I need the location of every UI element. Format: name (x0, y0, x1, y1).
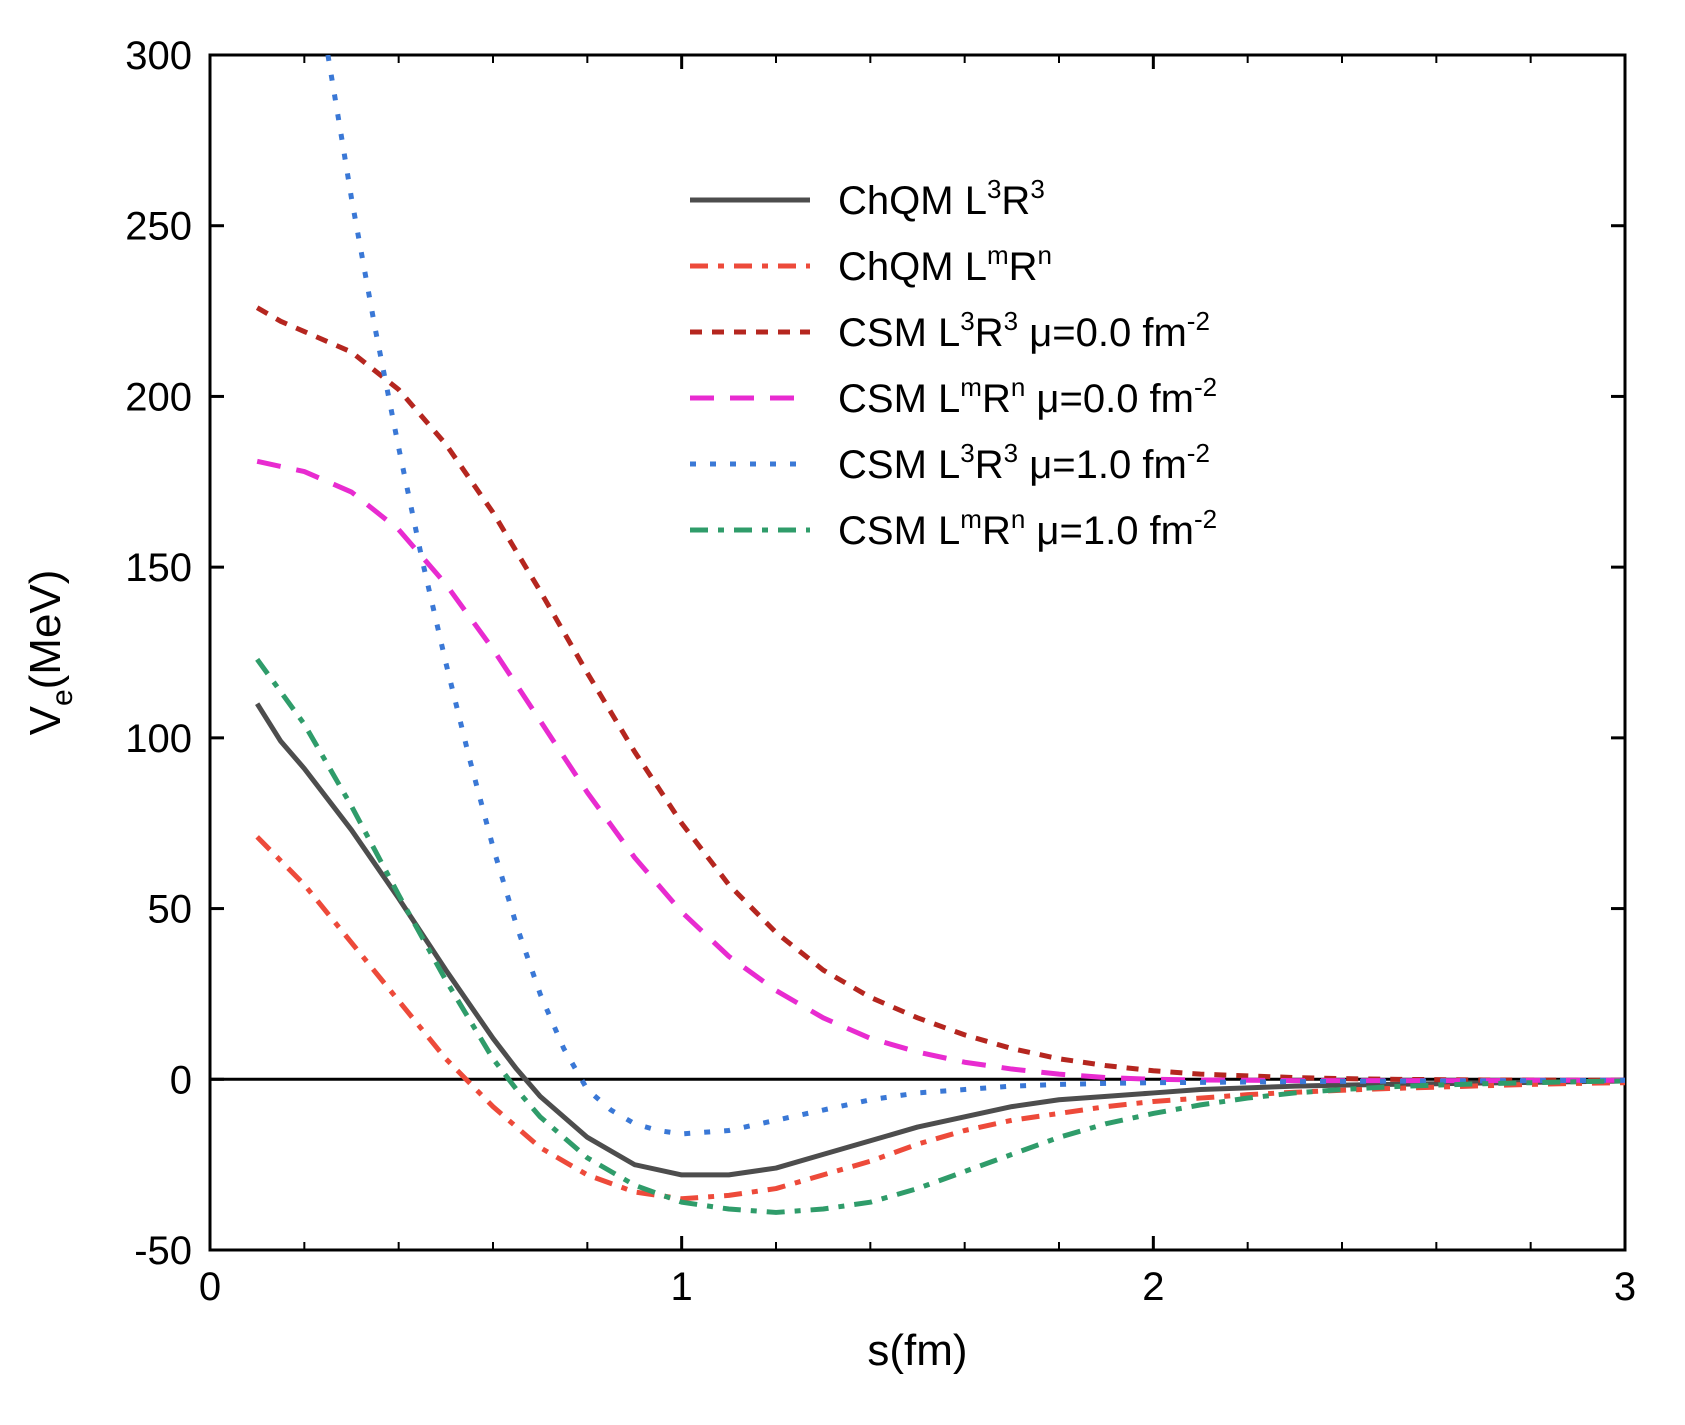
legend-label: CSM L3R3 μ=1.0 fm-2 (838, 438, 1210, 487)
y-tick-label: 300 (125, 34, 192, 78)
legend-label: ChQM LmRn (838, 240, 1052, 289)
y-tick-label: 150 (125, 546, 192, 590)
legend-label: CSM L3R3 μ=0.0 fm-2 (838, 306, 1210, 355)
x-axis-label: s(fm) (867, 1326, 967, 1375)
y-tick-label: 0 (170, 1058, 192, 1102)
y-tick-label: 200 (125, 375, 192, 419)
y-tick-label: 50 (148, 888, 193, 932)
line-chart: 0123-50050100150200250300s(fm)Ve(MeV)ChQ… (0, 0, 1685, 1425)
x-tick-label: 0 (199, 1265, 221, 1309)
x-tick-label: 2 (1142, 1265, 1164, 1309)
y-tick-label: 100 (125, 717, 192, 761)
legend-label: CSM LmRn μ=0.0 fm-2 (838, 372, 1217, 421)
y-tick-label: 250 (125, 205, 192, 249)
legend-label: ChQM L3R3 (838, 174, 1045, 223)
y-tick-label: -50 (134, 1229, 192, 1273)
x-tick-label: 3 (1614, 1265, 1636, 1309)
chart-container: 0123-50050100150200250300s(fm)Ve(MeV)ChQ… (0, 0, 1685, 1425)
legend-label: CSM LmRn μ=1.0 fm-2 (838, 504, 1217, 553)
x-tick-label: 1 (671, 1265, 693, 1309)
